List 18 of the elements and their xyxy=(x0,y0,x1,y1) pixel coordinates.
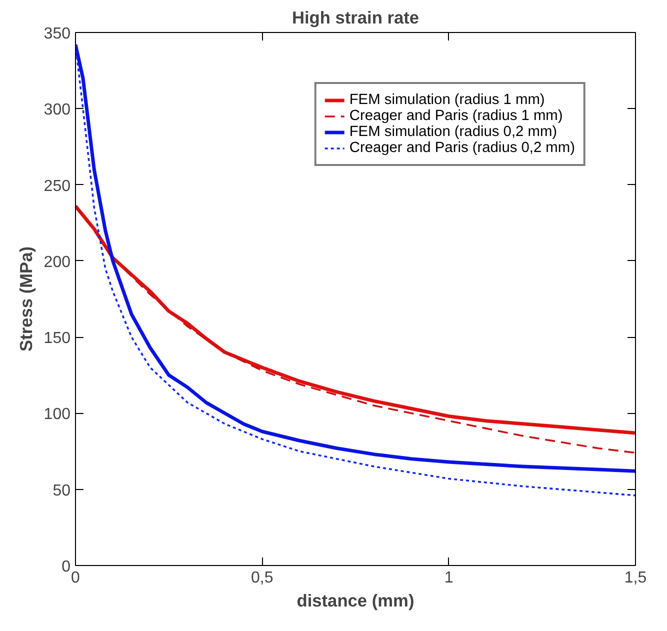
y-tick-label: 300 xyxy=(44,102,71,119)
y-tick-label: 350 xyxy=(44,26,71,42)
chart-title: High strain rate xyxy=(292,8,420,28)
x-axis-title: distance (mm) xyxy=(296,590,414,610)
legend-label: Creager and Paris (radius 0,2 mm) xyxy=(349,140,575,156)
y-tick-label: 100 xyxy=(44,406,71,424)
x-tick-label: 1 xyxy=(444,570,454,586)
legend-label: FEM simulation (radius 0,2 mm) xyxy=(349,124,558,140)
legend-label: FEM simulation (radius 1 mm) xyxy=(349,92,545,108)
y-tick-label: 150 xyxy=(44,330,71,348)
y-tick-label: 50 xyxy=(52,482,71,500)
x-tick-label: 0,5 xyxy=(251,570,274,586)
y-tick-label: 250 xyxy=(44,178,71,195)
legend-label: Creager and Paris (radius 1 mm) xyxy=(349,108,563,124)
x-tick-label: 1,5 xyxy=(624,570,647,586)
y-tick-label: 0 xyxy=(62,558,71,576)
y-tick-label: 200 xyxy=(44,254,71,271)
y-axis-title: Stress (MPa) xyxy=(16,246,36,352)
